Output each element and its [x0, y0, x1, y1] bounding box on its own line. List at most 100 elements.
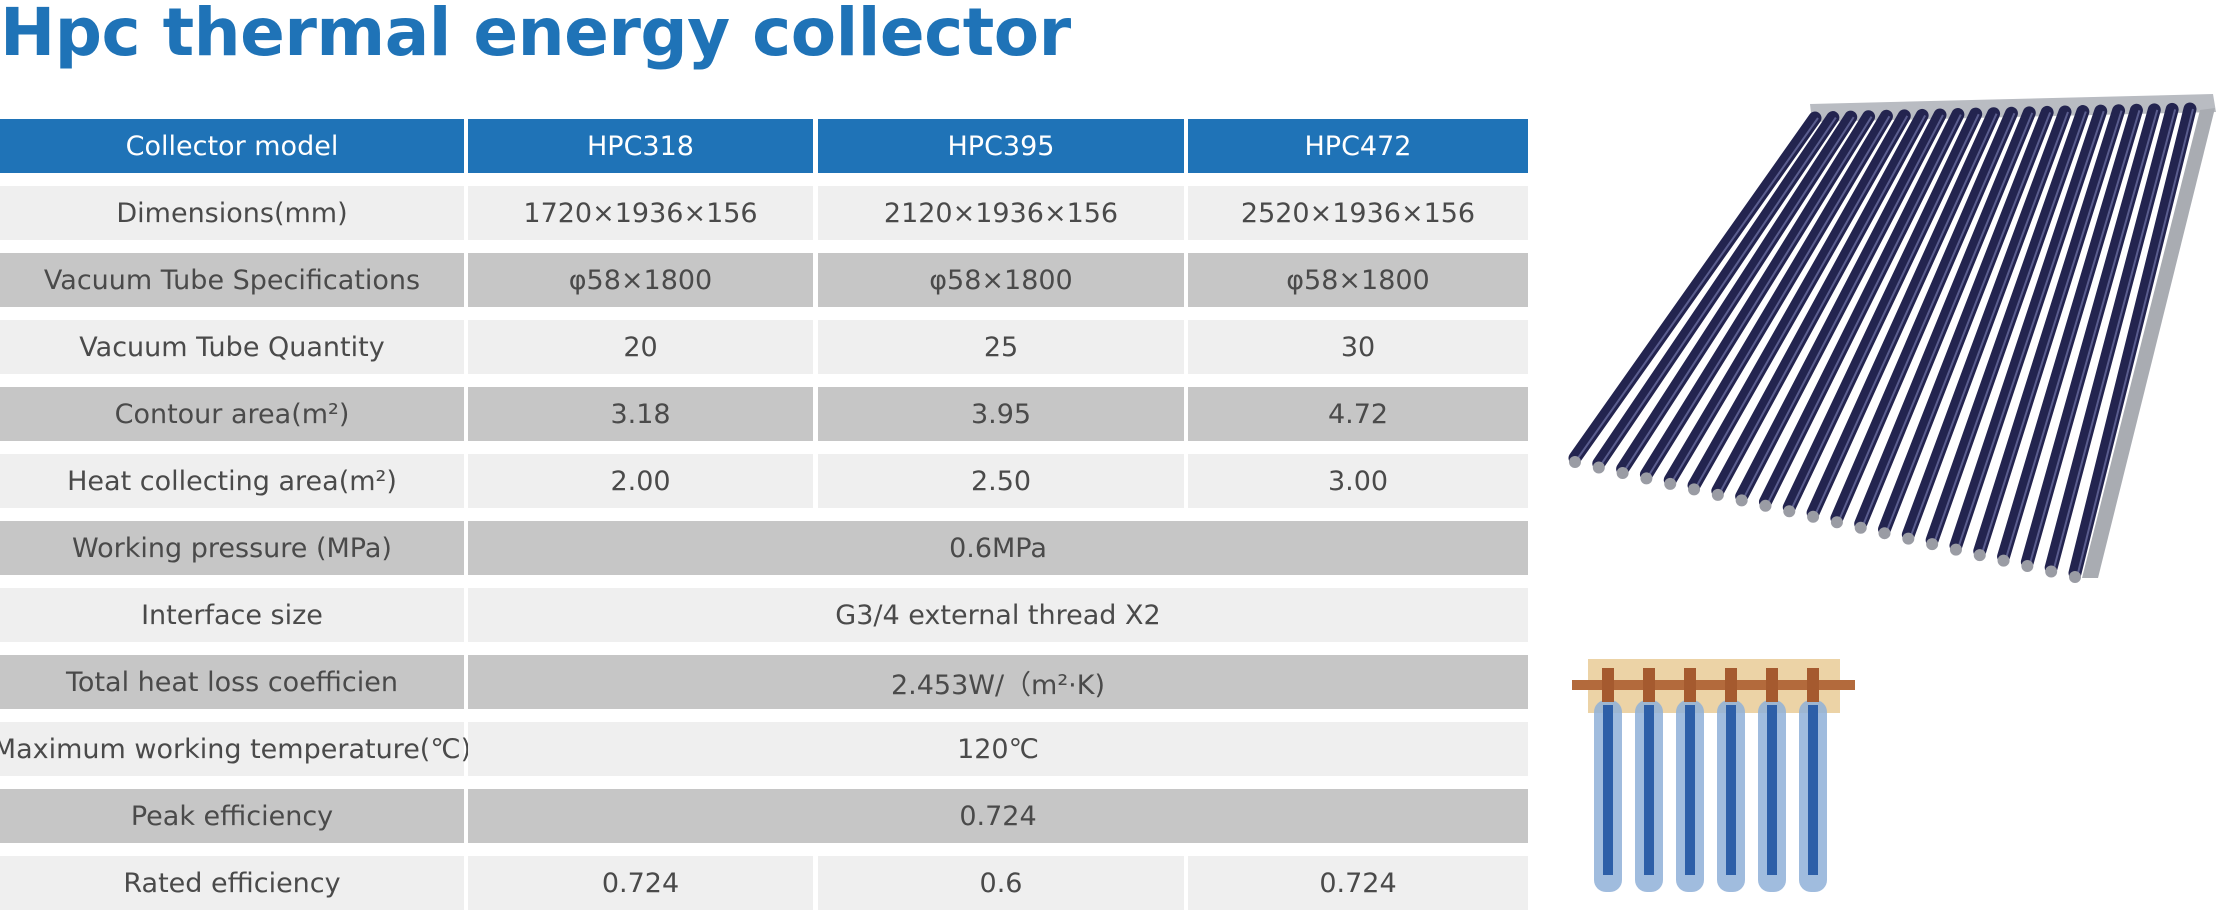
table-cell: 0.724	[468, 856, 813, 910]
table-cell: 30	[1188, 320, 1528, 374]
table-cell: HPC395	[818, 119, 1184, 173]
vacuum-tube	[1830, 106, 2018, 525]
table-cell: 120℃	[468, 722, 1528, 776]
tube-highlight	[1767, 114, 1962, 503]
tube-highlight	[1600, 117, 1837, 465]
heat-pipe-image	[1572, 659, 1855, 892]
tube-cap	[1949, 543, 1962, 556]
tube-highlight	[1719, 114, 1927, 492]
vacuum-tube	[1806, 107, 2001, 520]
table-cell: 0.6	[818, 856, 1184, 910]
vacuum-tube	[1997, 103, 2143, 564]
tube-highlight	[2077, 108, 2194, 574]
tube-cap	[1973, 549, 1986, 562]
pipe-condenser	[1725, 668, 1737, 702]
tube-highlight	[2029, 109, 2159, 563]
vacuum-tube	[1878, 105, 2054, 536]
table-cell: 2.00	[468, 454, 813, 508]
pipe-condenser	[1766, 668, 1778, 702]
vacuum-tube	[1592, 111, 1840, 470]
tube-cap	[1902, 532, 1915, 545]
table-cell: 4.72	[1188, 387, 1528, 441]
table-cell: 2.50	[818, 454, 1184, 508]
table-cell: 3.95	[818, 387, 1184, 441]
vacuum-tube	[1616, 110, 1858, 476]
table-cell: Peak efficiency	[0, 789, 464, 843]
vacuum-tube	[1663, 109, 1893, 487]
pipe-condenser	[1807, 668, 1819, 702]
table-cell: Vacuum Tube Quantity	[0, 320, 464, 374]
vacuum-tube	[1925, 105, 2090, 547]
tube-highlight	[1672, 115, 1891, 481]
tube-cap	[1783, 505, 1796, 518]
tube-cap	[1759, 499, 1772, 512]
tube-highlight	[1743, 114, 1944, 497]
table-cell: Dimensions(mm)	[0, 186, 464, 240]
tube-cap	[1616, 466, 1629, 479]
tube-highlight	[1886, 112, 2052, 530]
table-cell: Heat collecting area(m²)	[0, 454, 464, 508]
tube-cap	[1569, 456, 1581, 468]
copper-header	[1572, 680, 1855, 690]
tube-highlight	[1648, 116, 1873, 475]
tube-highlight	[1838, 112, 2016, 519]
pipe-condenser	[1684, 668, 1696, 702]
tube-cap	[1688, 483, 1701, 496]
tube-highlight	[1696, 115, 1909, 486]
vacuum-tube	[2020, 103, 2161, 569]
table-cell: 2520×1936×156	[1188, 186, 1528, 240]
tube-cap	[1878, 527, 1891, 540]
table-cell: Rated efficiency	[0, 856, 464, 910]
table-cell: 3.00	[1188, 454, 1528, 508]
tube-cap	[1735, 494, 1748, 507]
vacuum-tube	[1782, 107, 1983, 514]
table-cell: Working pressure (MPa)	[0, 521, 464, 575]
inner-pipe	[1808, 705, 1818, 875]
tube-highlight	[1791, 113, 1980, 508]
tube-cap	[1926, 538, 1939, 551]
page-title: Hpc thermal energy collector	[0, 0, 1071, 71]
vacuum-tube	[1687, 109, 1911, 492]
tube-cap	[1854, 521, 1867, 534]
table-cell: HPC472	[1188, 119, 1528, 173]
pipe-condenser	[1643, 668, 1655, 702]
vacuum-tube	[2068, 102, 2197, 580]
vacuum-tube	[1901, 105, 2072, 542]
vacuum-tube	[1711, 108, 1929, 498]
table-cell: Total heat loss coefficien	[0, 655, 464, 709]
table-cell: φ58×1800	[1188, 253, 1528, 307]
table-cell: φ58×1800	[468, 253, 813, 307]
table-cell: 2.453W/（m²·K)	[468, 655, 1528, 709]
table-cell: 0.724	[1188, 856, 1528, 910]
tube-cap	[1664, 477, 1677, 490]
tube-cap	[1711, 488, 1724, 501]
table-cell: Collector model	[0, 119, 464, 173]
tube-highlight	[1577, 117, 1819, 459]
vacuum-tube	[2044, 102, 2179, 575]
tube-cap	[1592, 461, 1605, 474]
table-cell: HPC318	[468, 119, 813, 173]
tube-highlight	[1934, 111, 2087, 541]
tube-cap	[1640, 472, 1653, 485]
tube-cap	[1830, 516, 1843, 529]
tube-highlight	[1981, 110, 2123, 552]
tube-highlight	[1862, 112, 2034, 525]
inner-pipe	[1644, 705, 1654, 875]
tube-highlight	[1624, 116, 1855, 470]
table-cell: Interface size	[0, 588, 464, 642]
tube-highlight	[1815, 113, 1998, 514]
table-cell: 1720×1936×156	[468, 186, 813, 240]
table-cell: 2120×1936×156	[818, 186, 1184, 240]
table-cell: G3/4 external thread X2	[468, 588, 1528, 642]
vacuum-tube	[1854, 106, 2036, 531]
table-cell: 0.724	[468, 789, 1528, 843]
table-cell: 3.18	[468, 387, 813, 441]
table-cell: 20	[468, 320, 813, 374]
tube-cap	[2069, 571, 2081, 583]
tube-cap	[2045, 565, 2058, 578]
inner-pipe	[1767, 705, 1777, 875]
tube-highlight	[1910, 111, 2069, 536]
table-cell: Maximum working temperature(℃)	[0, 722, 471, 776]
